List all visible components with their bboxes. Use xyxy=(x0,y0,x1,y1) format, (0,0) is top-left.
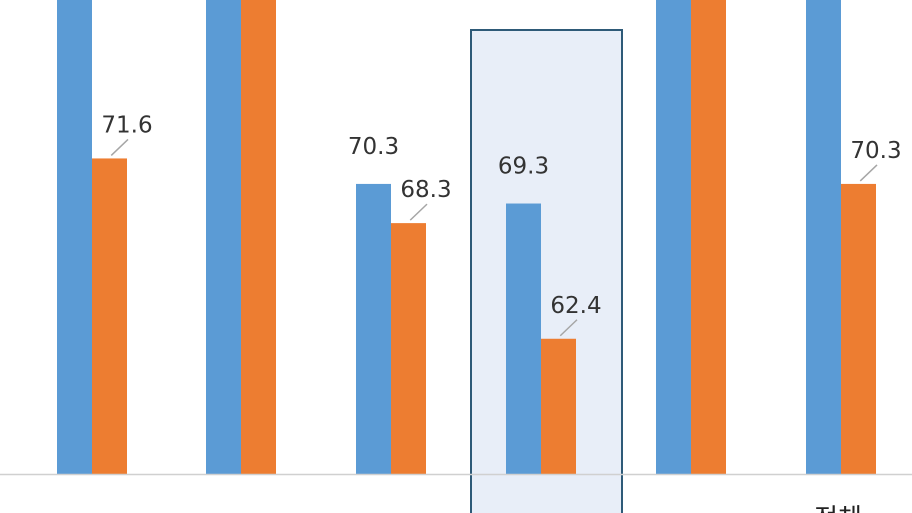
bar-s1-c0 xyxy=(92,158,127,474)
data-label-s1-c0: 71.6 xyxy=(101,112,152,138)
leader-line-s1-c3 xyxy=(559,319,578,337)
leader-line-s1-c5 xyxy=(859,164,878,182)
data-label-s1-c2: 68.3 xyxy=(400,177,451,203)
data-label-s1-c3: 62.4 xyxy=(550,293,601,319)
bar-s1-c2 xyxy=(391,223,426,474)
data-label-s0-c2: 70.3 xyxy=(348,134,399,160)
data-label-s0-c3: 69.3 xyxy=(498,154,549,180)
leader-line-s1-c0 xyxy=(110,138,129,156)
bar-s0-c5 xyxy=(806,0,841,474)
bar-s0-c3 xyxy=(506,203,541,474)
bar-s1-c1 xyxy=(241,0,276,474)
bar-s1-c4 xyxy=(691,0,726,474)
category-label-5: 전체 xyxy=(814,504,862,513)
leader-line-s1-c2 xyxy=(409,203,428,221)
bar-s0-c0 xyxy=(57,0,92,474)
bar-s0-c4 xyxy=(656,0,691,474)
bar-s0-c2 xyxy=(356,183,391,475)
bar-s1-c5 xyxy=(841,183,876,475)
data-label-s1-c5: 70.3 xyxy=(850,138,901,164)
bar-s0-c1 xyxy=(206,0,241,474)
bar-s1-c3 xyxy=(541,338,576,474)
